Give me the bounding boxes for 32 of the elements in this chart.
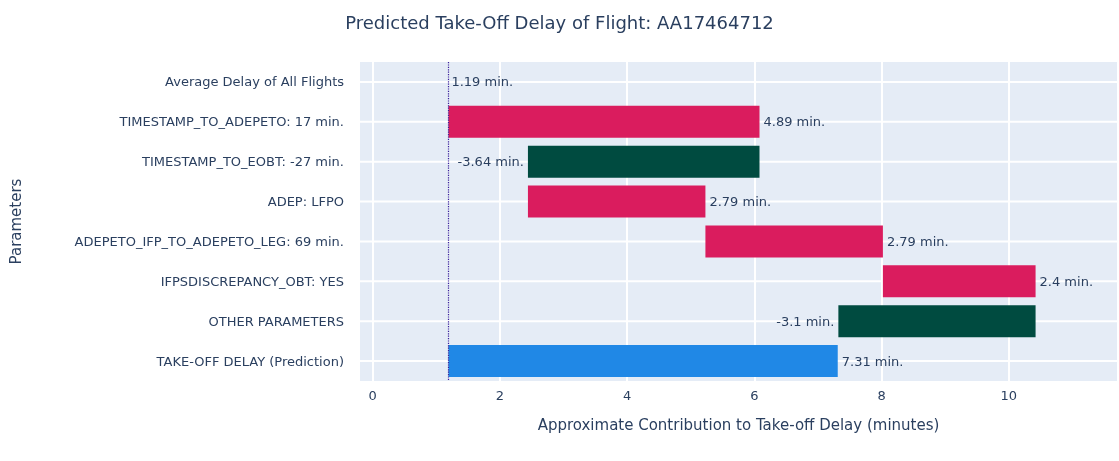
y-axis-title: Parameters [6,178,25,265]
bar [882,265,1036,298]
annotation: 1.19 min. [451,74,514,90]
y-tick-label: OTHER PARAMETERS [208,313,344,329]
chart-title: Predicted Take-Off Delay of Flight: AA17464712 [345,11,774,33]
x-axis-title: Approximate Contribution to Take-off Delay (minutes) [537,415,940,434]
y-tick-label: ADEP: LFPO [267,194,344,210]
data-label: 2.79 min. [709,194,772,210]
x-tick-label: 0 [368,388,377,403]
y-tick-label: ADEPETO_IFP_TO_ADEPETO_LEG: 69 min. [74,233,344,249]
bar [448,345,838,378]
bar [838,305,1036,338]
x-tick-label: 10 [1000,388,1018,403]
x-tick-label: 6 [750,388,759,403]
data-label: 2.4 min. [1039,273,1094,289]
data-label: 4.89 min. [763,114,826,130]
bar [527,145,760,178]
x-tick-label: 4 [623,388,632,403]
data-label: -3.1 min. [776,313,835,329]
bar [527,185,706,218]
y-tick-label: IFPSDISCREPANCY_OBT: YES [160,273,344,289]
x-tick-label: 2 [495,388,505,403]
bar [448,105,760,138]
y-tick-label: TIMESTAMP_TO_ADEPETO: 17 min. [118,114,344,130]
data-label: 7.31 min. [841,353,904,369]
data-label: -3.64 min. [457,154,524,170]
y-tick-label: TIMESTAMP_TO_EOBT: -27 min. [141,154,344,170]
data-label: 2.79 min. [886,233,949,249]
y-tick-label: TAKE-OFF DELAY (Prediction) [155,353,344,369]
x-tick-label: 8 [877,388,886,403]
y-tick-label: Average Delay of All Flights [165,74,345,90]
bar [705,225,883,258]
